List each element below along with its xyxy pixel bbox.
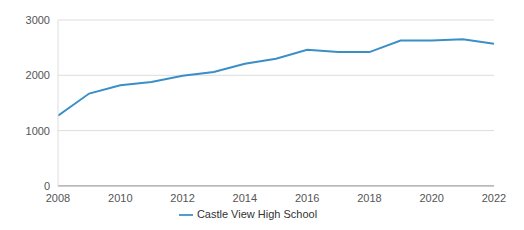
svg-text:1000: 1000: [26, 125, 50, 137]
svg-text:2008: 2008: [46, 192, 70, 204]
svg-text:2022: 2022: [482, 192, 506, 204]
svg-text:2018: 2018: [357, 192, 381, 204]
html-text:Castle View High School: Castle View High School: [196, 207, 318, 220]
svg-text:0: 0: [44, 180, 50, 192]
svg-text:3000: 3000: [26, 14, 50, 26]
svg-text:2016: 2016: [295, 192, 319, 204]
svg-text:2020: 2020: [419, 192, 443, 204]
svg-text:2010: 2010: [108, 192, 132, 204]
svg-text:2012: 2012: [170, 192, 194, 204]
svg-text:2000: 2000: [26, 69, 50, 81]
svg-text:2014: 2014: [233, 192, 257, 204]
